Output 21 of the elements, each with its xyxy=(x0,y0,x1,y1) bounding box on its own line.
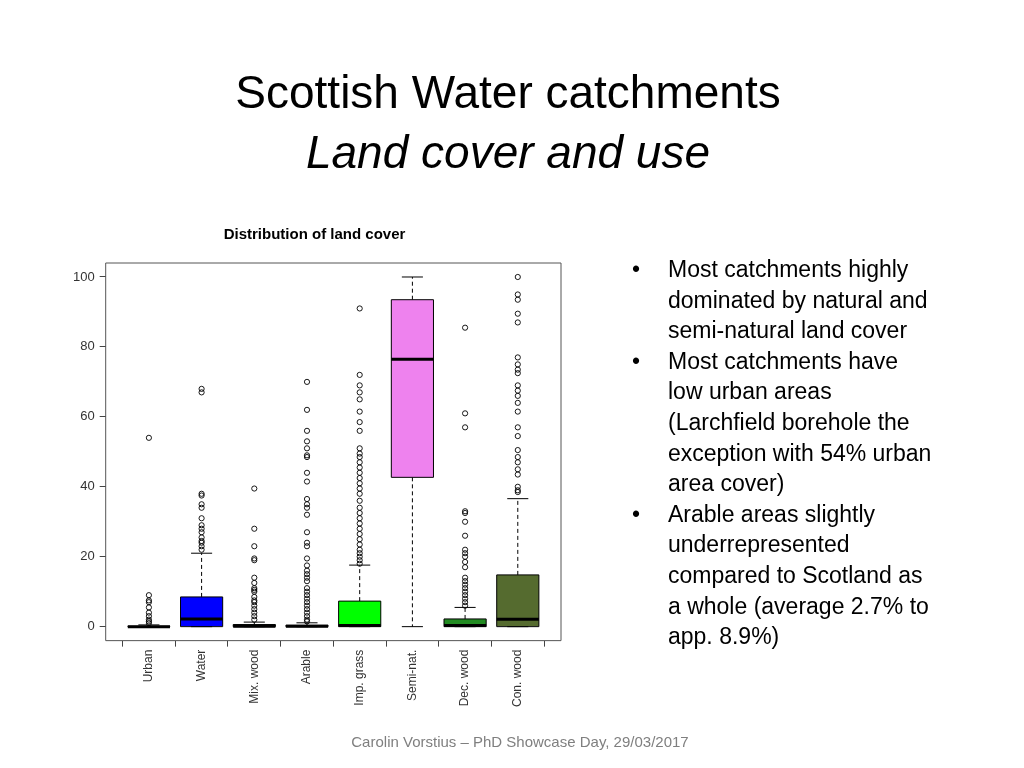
y-tick-label: 0 xyxy=(87,618,95,634)
chart-title: Scottish Water catchments xyxy=(234,65,782,120)
text: Carolin Vorstius – PhD Showcase Day, 29/03/2017 xyxy=(350,733,690,750)
x-tick-label: Imp. grass xyxy=(352,649,367,706)
y-tick-label: 20 xyxy=(80,548,95,564)
y-tick-label: 80 xyxy=(80,338,95,354)
y-tick-label: 40 xyxy=(80,478,95,494)
x-tick-label: Mix. wood xyxy=(246,649,261,704)
text: • Most catchments have low urban areas (Larchfield borehole the exception with 54% urban area cover) xyxy=(632,346,933,499)
text: Distribution of land cover xyxy=(223,225,406,243)
text: • Most catchments highly dominated by natural and semi-natural land cover xyxy=(632,255,929,346)
x-tick-label: Con. wood xyxy=(510,649,525,708)
y-tick-label: 60 xyxy=(80,408,95,424)
x-tick-label: Urban xyxy=(141,649,156,683)
y-tick-label: 100 xyxy=(72,268,95,284)
x-tick-label: Semi-nat. xyxy=(404,649,419,701)
text: • Arable areas slightly underrepresented compared to Scotland as a whole (average 2.7% to app. 8.9%) xyxy=(632,499,930,652)
chart-subtitle: Land cover and use xyxy=(304,125,712,180)
x-tick-label: Dec. wood xyxy=(457,649,472,707)
x-tick-label: Water xyxy=(193,649,208,682)
x-tick-label: Arable xyxy=(299,649,314,685)
